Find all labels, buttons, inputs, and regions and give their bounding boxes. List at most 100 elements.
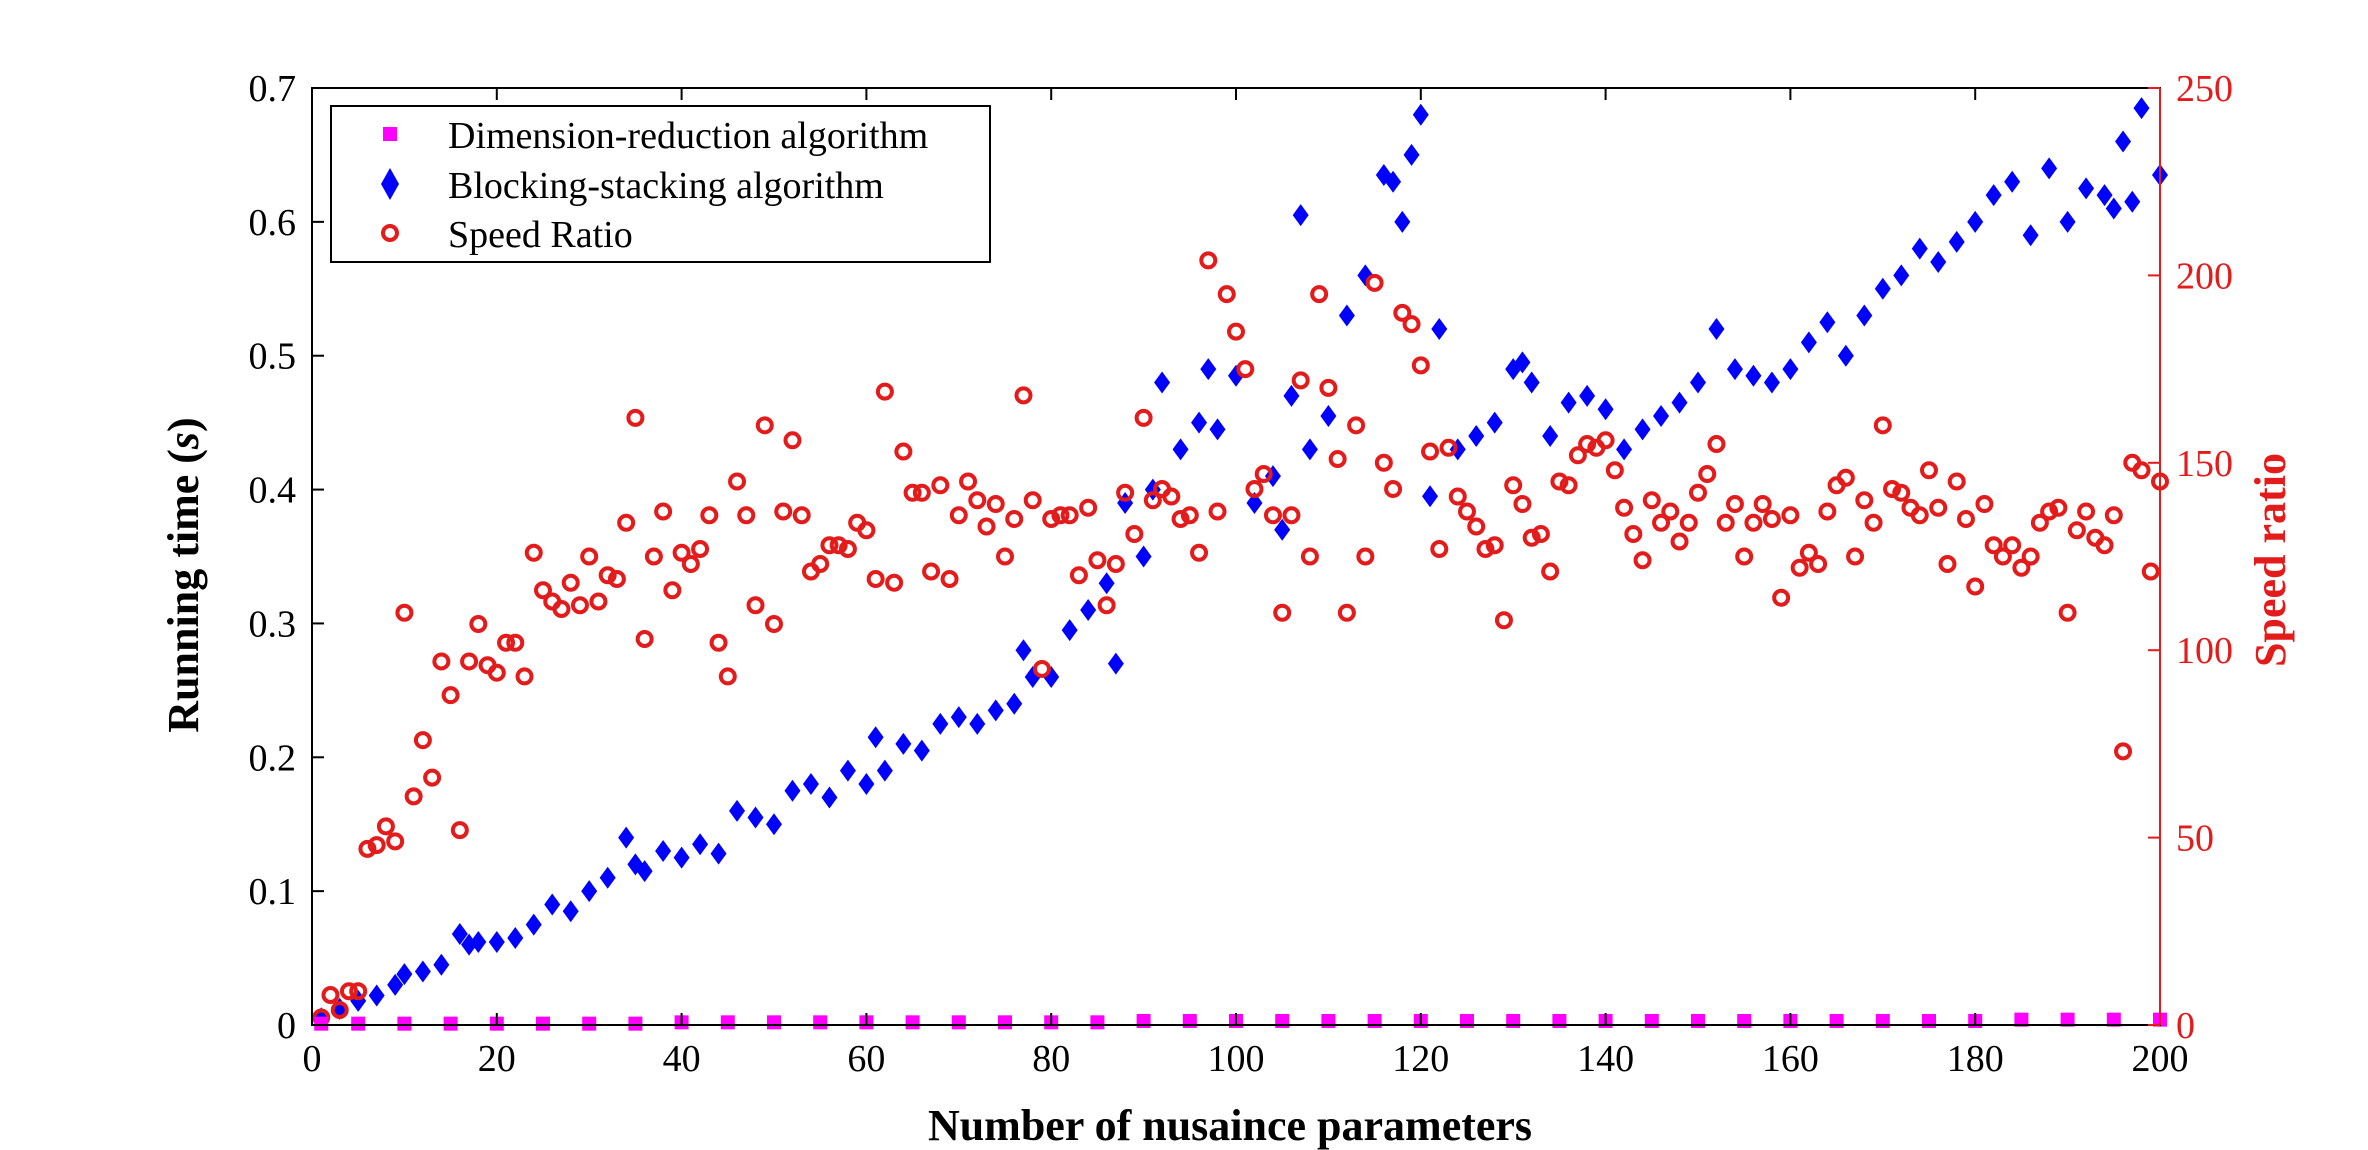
- ratio-point: [1707, 435, 1726, 454]
- ratio-point: [1356, 547, 1375, 566]
- ratio-point: [1846, 547, 1865, 566]
- dimension-point: [536, 1016, 550, 1031]
- ratio-point: [1938, 554, 1957, 573]
- ratio-point: [885, 573, 904, 592]
- ratio-point: [1245, 480, 1264, 499]
- blocking-point: [950, 706, 967, 729]
- ratio-point: [321, 986, 340, 1005]
- blocking-point: [1431, 317, 1448, 340]
- ratio-point: [654, 502, 673, 521]
- blocking-point: [1856, 304, 1873, 327]
- y-axis-title-part-1: Running time (: [159, 449, 208, 733]
- blocking-point: [433, 953, 450, 976]
- ratio-point: [358, 839, 377, 858]
- blocking-point: [2059, 210, 2076, 233]
- ratio-point: [2012, 558, 2031, 577]
- ratio-point: [1504, 476, 1523, 495]
- ratio-point: [968, 491, 987, 510]
- blocking-point: [1763, 371, 1780, 394]
- blocking-point: [396, 963, 413, 986]
- blocking-point: [544, 893, 561, 916]
- ratio-point: [1458, 502, 1476, 521]
- blocking-point: [1061, 619, 1078, 642]
- blocking-point: [618, 826, 635, 849]
- x-tick-label: 200: [2132, 1038, 2189, 1080]
- blocking-point: [1616, 438, 1633, 461]
- ratio-point: [1402, 315, 1421, 334]
- ratio-point: [663, 581, 682, 600]
- x-tick-label: 0: [303, 1038, 322, 1080]
- ratio-point: [755, 416, 774, 435]
- blocking-point: [1006, 692, 1023, 715]
- ratio-point: [681, 554, 700, 573]
- ratio-point: [404, 787, 423, 806]
- x-tick-label: 20: [478, 1038, 516, 1080]
- y2-tick-label: 100: [2176, 630, 2233, 672]
- ratio-point: [487, 663, 506, 682]
- x-tick-label: 180: [1947, 1038, 2004, 1080]
- ratio-point: [1809, 554, 1828, 573]
- ratio-point: [1781, 506, 1800, 525]
- ratio-point: [1439, 438, 1458, 457]
- y2-tick-label: 50: [2176, 818, 2214, 860]
- blocking-point: [1486, 411, 1503, 434]
- dimension-point: [767, 1015, 781, 1030]
- ratio-point: [1319, 378, 1338, 397]
- dimension-point: [314, 1016, 329, 1031]
- ratio-point: [441, 686, 460, 705]
- ratio-point: [1273, 603, 1292, 622]
- ratio-point: [2077, 502, 2096, 521]
- ratio-point: [2040, 502, 2059, 521]
- ratio-point: [1818, 502, 1837, 521]
- ratio-point: [506, 633, 525, 652]
- blocking-point: [932, 712, 949, 735]
- ratio-point: [811, 554, 830, 573]
- ratio-point: [1615, 498, 1634, 517]
- blocking-point: [710, 842, 727, 865]
- x-tick-label: 40: [663, 1038, 701, 1080]
- ratio-point: [1541, 562, 1560, 581]
- blocking-point: [895, 732, 912, 755]
- ratio-point: [2030, 513, 2049, 532]
- blocking-point: [488, 931, 505, 954]
- ratio-point: [1568, 446, 1587, 465]
- ratio-point: [959, 472, 978, 491]
- ratio-point: [1522, 528, 1541, 547]
- ratio-point: [561, 573, 580, 592]
- blocking-point: [2041, 157, 2058, 180]
- ratio-point: [1282, 506, 1301, 525]
- ratio-point: [1892, 483, 1911, 502]
- ratio-point: [1513, 495, 1532, 514]
- ratio-point: [829, 536, 848, 555]
- ratio-point: [875, 382, 894, 401]
- blocking-point: [1874, 277, 1891, 300]
- blocking-point: [2115, 130, 2132, 153]
- ratio-point: [2095, 536, 2114, 555]
- ratio-point: [774, 502, 793, 521]
- ratio-point: [1116, 483, 1135, 502]
- ratio-point: [413, 731, 432, 750]
- ratio-point: [866, 569, 885, 588]
- dimension-point: [351, 1016, 366, 1031]
- y-tick-label: 0: [277, 1005, 296, 1047]
- blocking-point: [1690, 371, 1706, 394]
- ratio-point: [1956, 510, 1975, 529]
- blocking-point: [1338, 304, 1355, 327]
- blocking-point: [636, 860, 653, 883]
- ratio-point: [1652, 513, 1671, 532]
- ratio-point: [1633, 551, 1652, 570]
- ratio-point: [1624, 525, 1643, 544]
- ratio-point: [1180, 506, 1199, 525]
- ratio-point: [1984, 536, 2003, 555]
- ratio-point: [1190, 543, 1209, 562]
- blocking-point: [1246, 491, 1263, 514]
- blocking-point: [1172, 438, 1189, 461]
- blocking-point: [414, 960, 431, 983]
- x-axis-title: Number of nusaince parameters: [928, 1101, 1532, 1150]
- ratio-point: [580, 547, 599, 566]
- y-tick-label: 0.2: [249, 737, 297, 779]
- ratio-point: [1088, 551, 1107, 570]
- y-axis-title: Running time (s): [159, 417, 208, 732]
- ratio-point: [700, 506, 719, 525]
